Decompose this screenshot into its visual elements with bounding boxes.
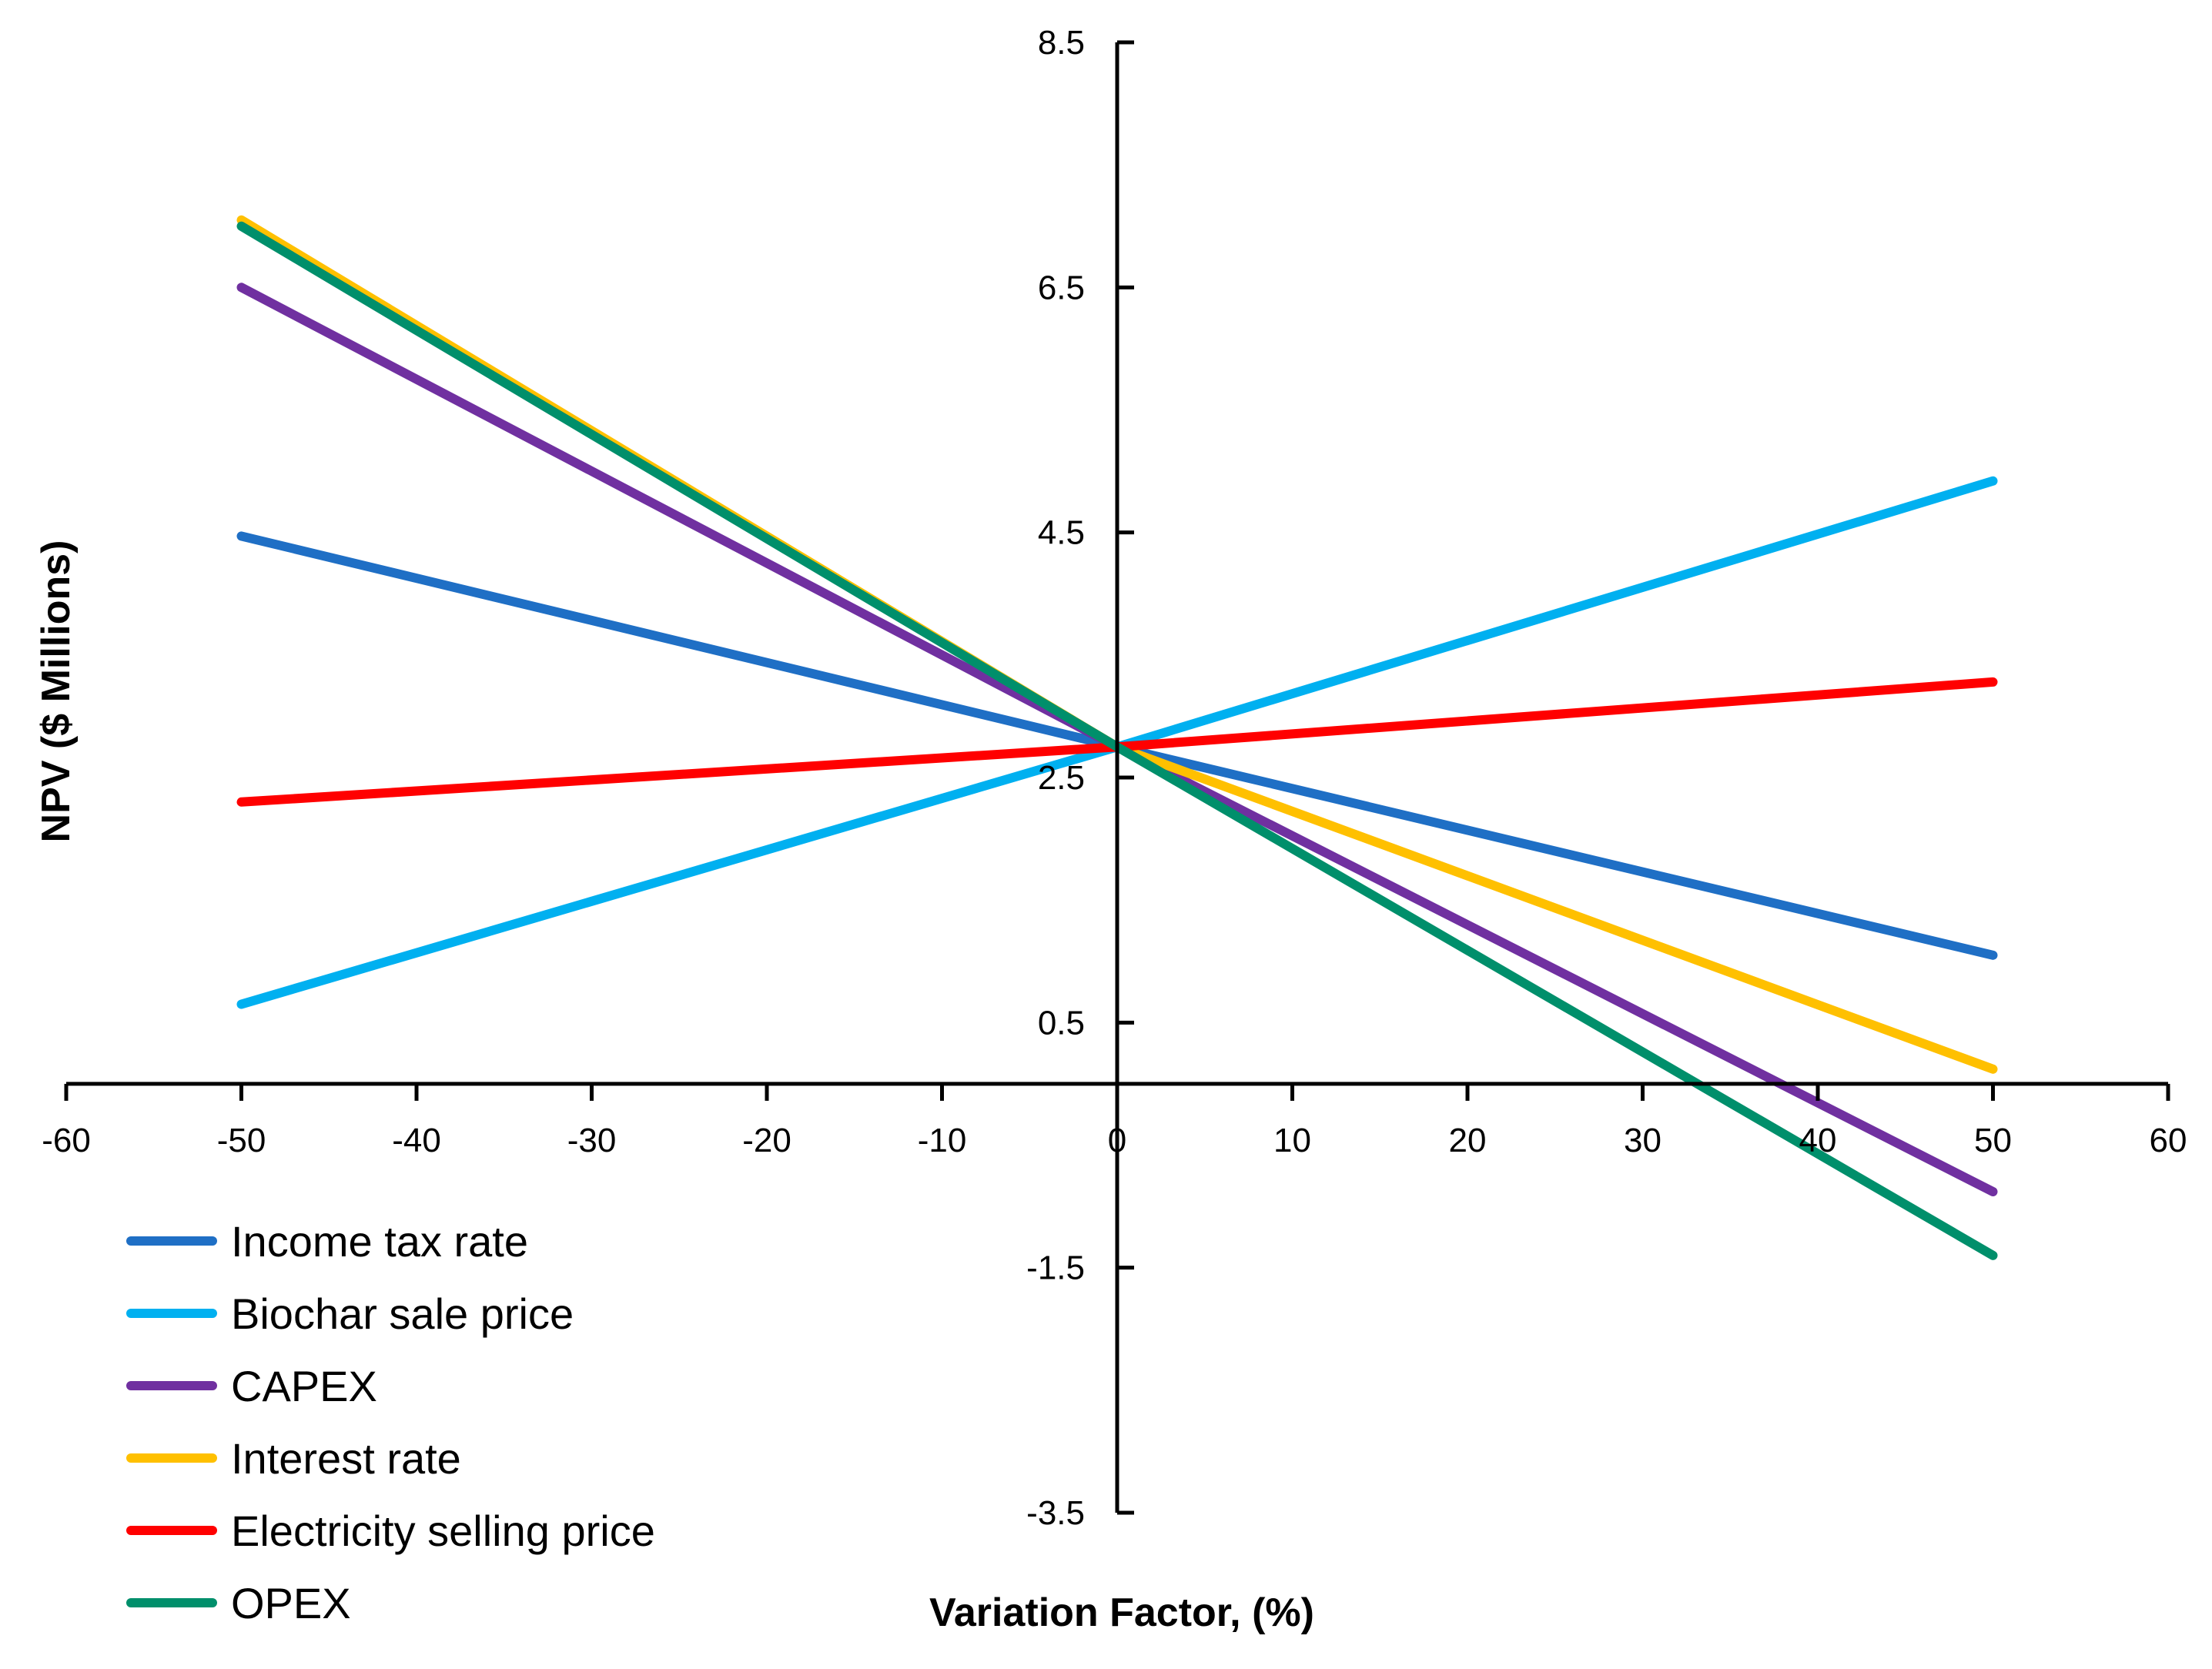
legend-label: OPEX (231, 1579, 351, 1627)
legend-label: Interest rate (231, 1434, 461, 1483)
legend-label: CAPEX (231, 1362, 377, 1410)
x-tick-label: 20 (1449, 1122, 1487, 1159)
x-tick-label: 30 (1624, 1122, 1662, 1159)
legend-label: Income tax rate (231, 1217, 528, 1266)
legend-label: Electricity selling price (231, 1507, 655, 1555)
y-tick-label: 8.5 (1038, 24, 1085, 62)
x-tick-label: 50 (1974, 1122, 2012, 1159)
y-tick-label: 2.5 (1038, 759, 1085, 797)
axes (64, 40, 2170, 1515)
x-tick-label: -30 (567, 1122, 617, 1159)
x-tick-labels: -60 -50 -40 -30 -20 -10 0 10 20 30 40 50 60 (42, 1122, 2187, 1159)
legend-item-4: Interest rate (126, 1434, 461, 1483)
legend-item-6: OPEX (126, 1579, 351, 1627)
x-tick-label: 0 (1108, 1122, 1126, 1159)
legend-item-1: Income tax rate (126, 1217, 528, 1266)
x-tick-label: 10 (1273, 1122, 1311, 1159)
x-tick-label: -40 (392, 1122, 441, 1159)
y-tick-label: -3.5 (1026, 1494, 1085, 1532)
x-tick-label: -20 (742, 1122, 791, 1159)
y-tick-label: 6.5 (1038, 269, 1085, 306)
y-tick-label: 4.5 (1038, 514, 1085, 552)
legend-label: Biochar sale price (231, 1289, 574, 1338)
y-tick-label: 0.5 (1038, 1004, 1085, 1042)
y-tick-label: -1.5 (1026, 1249, 1085, 1287)
legend-item-3: CAPEX (126, 1362, 377, 1410)
y-axis-title: NPV ($ Millions) (34, 540, 79, 843)
x-axis-title: Variation Factor, (%) (929, 1590, 1314, 1635)
legend-item-5: Electricity selling price (126, 1507, 655, 1555)
legend-item-2: Biochar sale price (126, 1289, 574, 1338)
y-tick-labels: 8.5 6.5 4.5 2.5 0.5 -1.5 -3.5 (1026, 24, 1085, 1532)
x-tick-label: -60 (42, 1122, 91, 1159)
x-tick-label: -50 (217, 1122, 266, 1159)
x-tick-label: 60 (2150, 1122, 2187, 1159)
x-tick-label: 40 (1799, 1122, 1837, 1159)
legend: Income tax rate Biochar sale price CAPEX In… (126, 1217, 655, 1627)
x-tick-label: -10 (918, 1122, 967, 1159)
